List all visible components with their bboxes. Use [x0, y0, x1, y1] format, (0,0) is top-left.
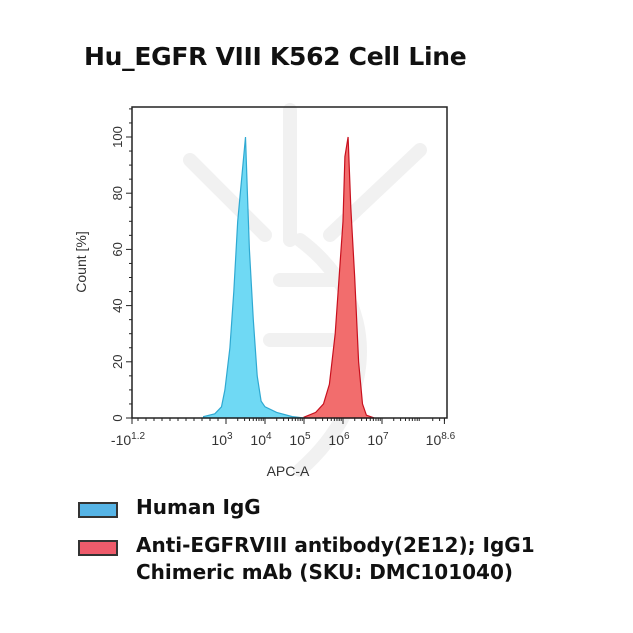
chart-title: Hu_EGFR VIII K562 Cell Line [84, 42, 467, 71]
legend-label-line2: Chimeric mAb (SKU: DMC101040) [136, 560, 514, 584]
y-axis-label: Count [%] [73, 231, 89, 292]
x-tick-label: 103 [211, 431, 233, 448]
x-tick-label: 107 [367, 431, 389, 448]
x-tick-label: 105 [289, 431, 311, 448]
x-axis-label: APC-A [267, 463, 310, 479]
legend-swatch [78, 540, 118, 556]
y-tick-label: 0 [110, 414, 125, 421]
y-tick-label: 20 [110, 355, 125, 369]
y-tick-label: 80 [110, 186, 125, 200]
legend-label: Anti-EGFRVIII antibody(2E12); IgG1 [136, 533, 535, 557]
histogram-series-2 [303, 136, 375, 419]
y-tick-label: 100 [110, 126, 125, 148]
watermark-logo [183, 103, 427, 477]
x-tick-label: 108.6 [426, 431, 456, 448]
x-tick-label: -101.2 [111, 431, 146, 448]
x-tick-label: 106 [328, 431, 350, 448]
plot-frame [131, 106, 448, 419]
x-tick-label: 104 [250, 431, 272, 448]
legend-swatch [78, 502, 118, 518]
y-tick-label: 60 [110, 242, 125, 256]
histogram-series-1 [202, 136, 305, 419]
legend-label: Human IgG [136, 495, 261, 519]
y-tick-label: 40 [110, 298, 125, 312]
